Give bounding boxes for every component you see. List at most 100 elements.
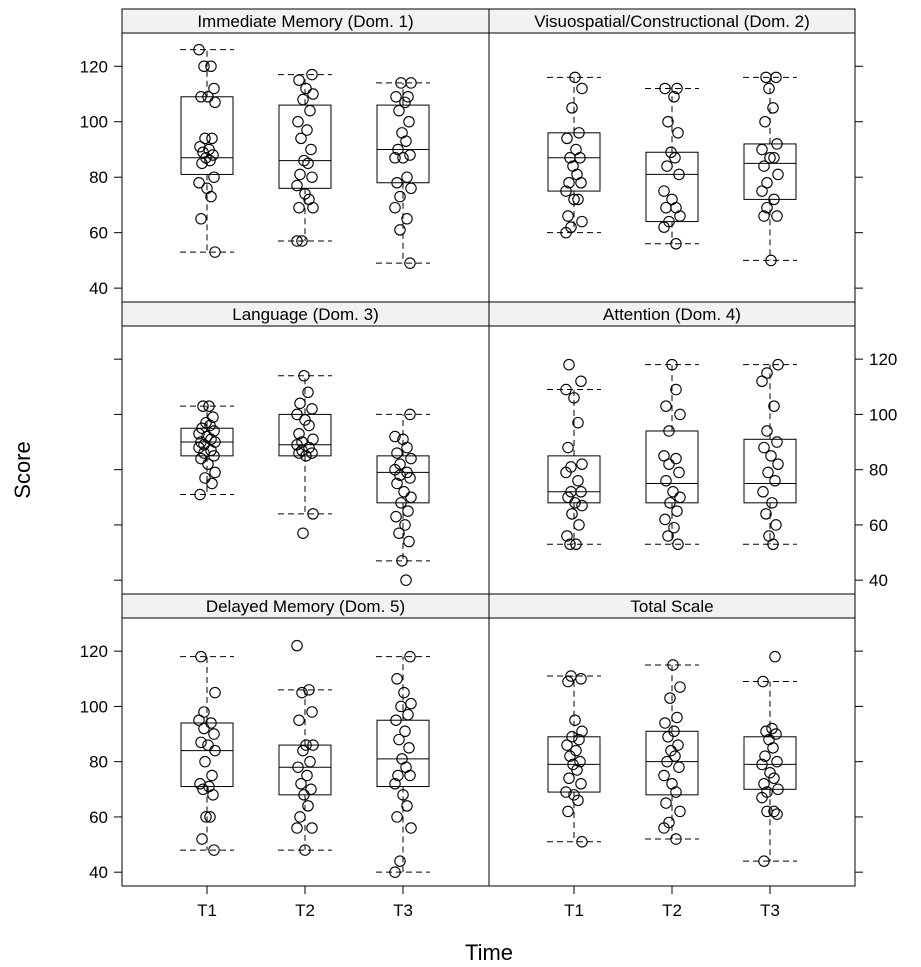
data-point xyxy=(575,375,587,388)
data-point xyxy=(759,750,771,762)
y-tick-label: 100 xyxy=(869,405,897,424)
panel-title: Total Scale xyxy=(630,597,713,616)
data-point xyxy=(564,750,576,762)
data-point xyxy=(304,755,316,768)
data-point xyxy=(390,510,402,523)
y-tick-label: 80 xyxy=(89,168,108,187)
data-point xyxy=(405,452,417,465)
data-point xyxy=(572,474,584,487)
data-point xyxy=(759,115,771,128)
data-point xyxy=(209,466,221,479)
data-point xyxy=(660,201,672,214)
x-tick-label: T1 xyxy=(564,901,584,920)
data-point xyxy=(771,138,783,150)
data-point xyxy=(395,77,407,89)
data-point xyxy=(404,408,416,421)
data-point xyxy=(771,808,783,820)
data-point xyxy=(764,152,776,164)
data-point xyxy=(391,177,403,189)
data-point xyxy=(204,154,216,167)
panel-title: Attention (Dom. 4) xyxy=(603,305,741,324)
data-point xyxy=(307,88,319,100)
iqr-box xyxy=(180,96,234,175)
data-point xyxy=(667,659,679,671)
data-point xyxy=(397,152,409,164)
data-point xyxy=(672,538,684,551)
data-point xyxy=(207,149,219,161)
data-point xyxy=(573,127,585,139)
data-point xyxy=(662,530,674,542)
box-t2 xyxy=(645,82,699,250)
data-point xyxy=(664,692,676,704)
y-tick-label: 80 xyxy=(869,461,888,480)
y-tick-label: 60 xyxy=(869,516,888,535)
data-point xyxy=(560,383,572,396)
data-point xyxy=(771,210,783,222)
data-point xyxy=(390,714,402,726)
data-point xyxy=(193,177,205,189)
box-t2 xyxy=(278,639,332,856)
data-point xyxy=(204,811,216,823)
data-point xyxy=(570,744,582,757)
data-point xyxy=(761,177,773,189)
data-point xyxy=(670,383,682,396)
data-point xyxy=(297,93,309,106)
data-point xyxy=(761,201,773,214)
data-point xyxy=(772,358,784,371)
data-point xyxy=(769,650,781,663)
data-point xyxy=(306,68,318,81)
data-point xyxy=(304,104,316,117)
panel-5: Delayed Memory (Dom. 5) 40 60 80 100 120 T1 T2 T… xyxy=(80,593,490,920)
data-point xyxy=(570,538,582,551)
panel-title: Visuospatial/Constructional (Dom. 2) xyxy=(534,12,810,31)
data-point xyxy=(660,400,672,412)
data-point xyxy=(291,408,303,421)
data-point xyxy=(761,805,773,818)
panel-6: Total Scale T1 T2 T3 xyxy=(488,593,863,920)
data-point xyxy=(196,422,208,434)
data-point xyxy=(302,157,314,170)
data-point xyxy=(401,441,413,454)
box-t1 xyxy=(547,670,601,848)
data-point xyxy=(561,739,573,751)
box-t3 xyxy=(376,77,430,269)
data-point xyxy=(563,772,575,784)
box-t2 xyxy=(278,68,332,247)
data-point xyxy=(389,201,401,214)
data-point xyxy=(291,179,303,192)
data-point xyxy=(673,761,685,773)
data-point xyxy=(403,742,415,754)
data-point xyxy=(662,115,674,128)
data-point xyxy=(562,441,574,454)
data-point xyxy=(306,171,318,183)
data-point xyxy=(757,486,769,498)
data-point xyxy=(291,822,303,834)
data-point xyxy=(568,392,580,404)
y-tick-label: 80 xyxy=(89,753,108,772)
y-tick-label: 40 xyxy=(89,279,108,298)
data-point xyxy=(672,127,684,139)
data-point xyxy=(302,800,314,812)
data-point xyxy=(761,425,773,437)
data-point xyxy=(572,794,584,807)
data-point xyxy=(206,132,218,145)
data-point xyxy=(756,791,768,804)
data-point xyxy=(206,769,218,782)
data-point xyxy=(671,711,683,724)
data-point xyxy=(670,452,682,465)
data-point xyxy=(758,210,770,222)
y-tick-label: 60 xyxy=(89,224,108,243)
data-point xyxy=(575,673,587,685)
data-point xyxy=(394,855,406,867)
data-point xyxy=(205,444,217,457)
data-point xyxy=(392,143,404,156)
data-point xyxy=(393,527,405,539)
data-point xyxy=(197,400,209,412)
data-point xyxy=(296,235,308,247)
data-point xyxy=(391,673,403,685)
data-point xyxy=(758,441,770,454)
data-point xyxy=(299,844,311,856)
data-point xyxy=(563,177,575,189)
data-point xyxy=(209,744,221,757)
data-point xyxy=(576,725,588,738)
